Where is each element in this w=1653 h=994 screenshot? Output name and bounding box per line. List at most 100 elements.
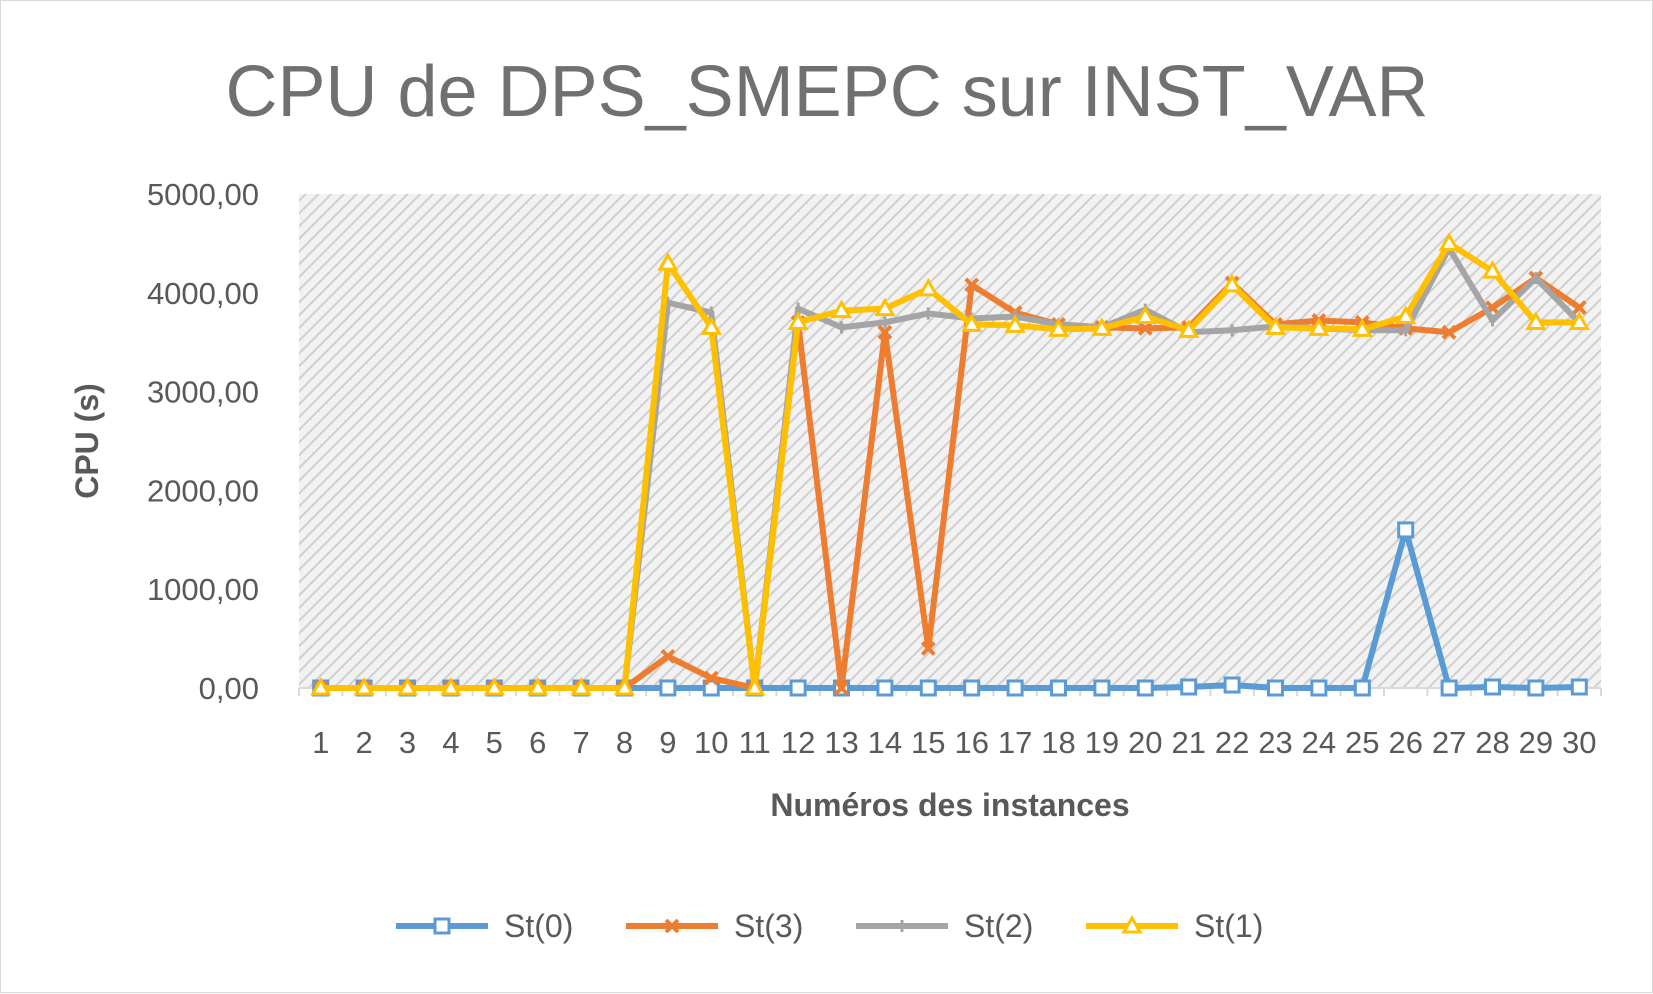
data-point [874,297,896,317]
y-tick-label: 4000,00 [147,276,259,311]
x-tick-label: 6 [529,725,546,760]
x-tick-label: 14 [868,725,902,760]
x-tick-label: 11 [739,725,771,760]
legend: St(0) St(3) St(2) St(1) [396,908,1263,944]
data-point [1525,311,1547,330]
data-point [834,680,849,696]
data-point [1353,679,1371,697]
x-tick-label: 20 [1128,725,1162,760]
y-tick-label: 1000,00 [147,572,259,607]
data-point [1441,324,1457,340]
series-layer [310,232,1590,697]
legend-label: St(3) [734,908,803,944]
data-point [1264,316,1287,335]
x-tick-label: 7 [572,725,589,760]
data-point [570,676,592,696]
y-tick-label: 5000,00 [147,177,259,212]
data-point [1484,678,1501,696]
data-point [1050,679,1067,697]
legend-item: St(1) [1086,908,1263,944]
data-point [1527,679,1545,697]
legend-label: St(0) [504,908,573,944]
x-tick-label: 8 [616,725,633,760]
series-4 [310,232,1590,696]
data-point [1047,318,1070,337]
data-point [1180,678,1198,696]
y-tick-label: 0,00 [199,671,259,706]
data-point [838,321,845,334]
data-point [1229,324,1236,337]
legend-label: St(1) [1194,908,1263,944]
data-point [703,670,719,686]
data-point [483,676,505,696]
y-tick-label: 3000,00 [147,375,259,410]
data-point [1178,319,1200,338]
x-tick-label: 17 [998,725,1032,760]
data-point [877,324,893,340]
data-point [1134,305,1156,325]
legend-marker [899,920,905,932]
x-tick-label: 10 [694,725,728,760]
x-tick-label: 18 [1041,725,1075,760]
data-point [657,252,679,271]
data-point [659,679,677,697]
data-point [1570,678,1588,696]
data-point [527,676,549,696]
data-point [1532,271,1539,284]
data-point [1438,232,1460,251]
x-tick-label: 3 [399,725,416,760]
x-tick-label: 16 [954,725,988,760]
data-point [920,641,936,656]
x-tick-label: 25 [1345,725,1379,760]
data-point [1221,273,1243,293]
data-point [1489,314,1496,327]
x-tick-label: 23 [1258,725,1292,760]
data-point [961,313,983,332]
data-point [353,676,375,696]
x-tick-label: 21 [1171,725,1205,760]
data-point [830,299,853,319]
data-point [1093,679,1111,697]
legend-marker [1121,914,1143,934]
y-tick-label: 2000,00 [147,473,259,508]
legend-label: St(2) [964,908,1033,944]
data-point [310,676,332,696]
x-tick-label: 13 [824,725,858,760]
x-tick-label: 5 [486,725,503,760]
data-point [396,676,419,696]
data-point [1136,679,1154,697]
data-point [1568,311,1590,330]
data-point [744,676,766,696]
data-point [1351,318,1373,337]
data-point [1267,679,1284,697]
data-point [660,648,676,664]
data-point [917,277,939,297]
x-tick-label: 15 [911,725,945,760]
y-tick-labels: 0,00 1000,00 2000,00 3000,00 4000,00 5000,00 [147,177,259,706]
data-point [1137,320,1153,336]
data-point [919,679,937,697]
x-tick-label: 12 [781,725,815,760]
x-tick-label: 22 [1215,725,1249,760]
data-point [963,679,981,697]
x-tick-label: 24 [1302,725,1336,760]
legend-item: St(2) [856,908,1033,944]
chart-title: CPU de DPS_SMEPC sur INST_VAR [225,52,1428,132]
x-tick-label: 2 [355,725,372,760]
x-tick-label: 26 [1388,725,1422,760]
data-point [1004,314,1026,333]
x-tick-label: 1 [312,725,329,760]
x-tick-label: 30 [1562,725,1596,760]
data-point [787,311,809,330]
plot-area [299,194,1601,688]
data-point [1481,260,1504,279]
data-point [440,676,462,696]
x-tick-labels: 1 2 3 4 5 6 7 8 9 10 11 12 13 14 15 16 17 18 19 20 21 22 23 24 2… [312,725,1596,760]
data-point [1395,305,1417,325]
x-tick-label: 28 [1475,725,1509,760]
x-axis-title: Numéros des instances [770,787,1129,823]
data-point [1223,676,1241,694]
data-point [876,679,894,697]
